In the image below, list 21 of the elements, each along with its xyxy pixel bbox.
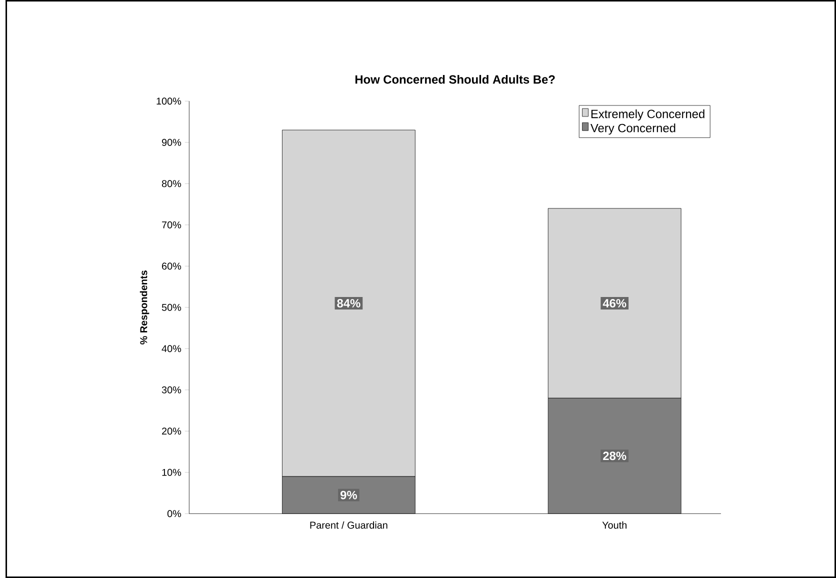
y-tick-label: 90%	[162, 138, 182, 146]
data-label: 84%	[337, 299, 360, 308]
legend-label: Very Concerned	[590, 124, 676, 135]
y-tick-label: 20%	[162, 428, 182, 435]
y-tick-label: 40%	[162, 345, 182, 352]
y-tick-label: 80%	[162, 180, 182, 188]
chart-title: How Concerned Should Adults Be?	[355, 74, 555, 84]
y-tick-label: 50%	[162, 304, 182, 311]
y-tick-label: 70%	[162, 221, 182, 228]
data-label: 9%	[340, 490, 358, 500]
y-tick-label: 10%	[162, 468, 182, 476]
data-label: 46%	[602, 299, 626, 308]
data-label: 28%	[603, 452, 626, 460]
x-tick-label: Youth	[602, 521, 626, 529]
y-tick-label: 60%	[162, 262, 182, 270]
y-tick-label: 0%	[167, 510, 182, 518]
y-tick-label: 30%	[162, 386, 182, 394]
y-axis-title: % Respondents	[140, 270, 150, 344]
x-tick-label: Parent / Guardian	[310, 521, 388, 529]
y-tick-label: 100%	[156, 98, 182, 105]
legend-label: Extremely Concerned	[591, 109, 704, 121]
